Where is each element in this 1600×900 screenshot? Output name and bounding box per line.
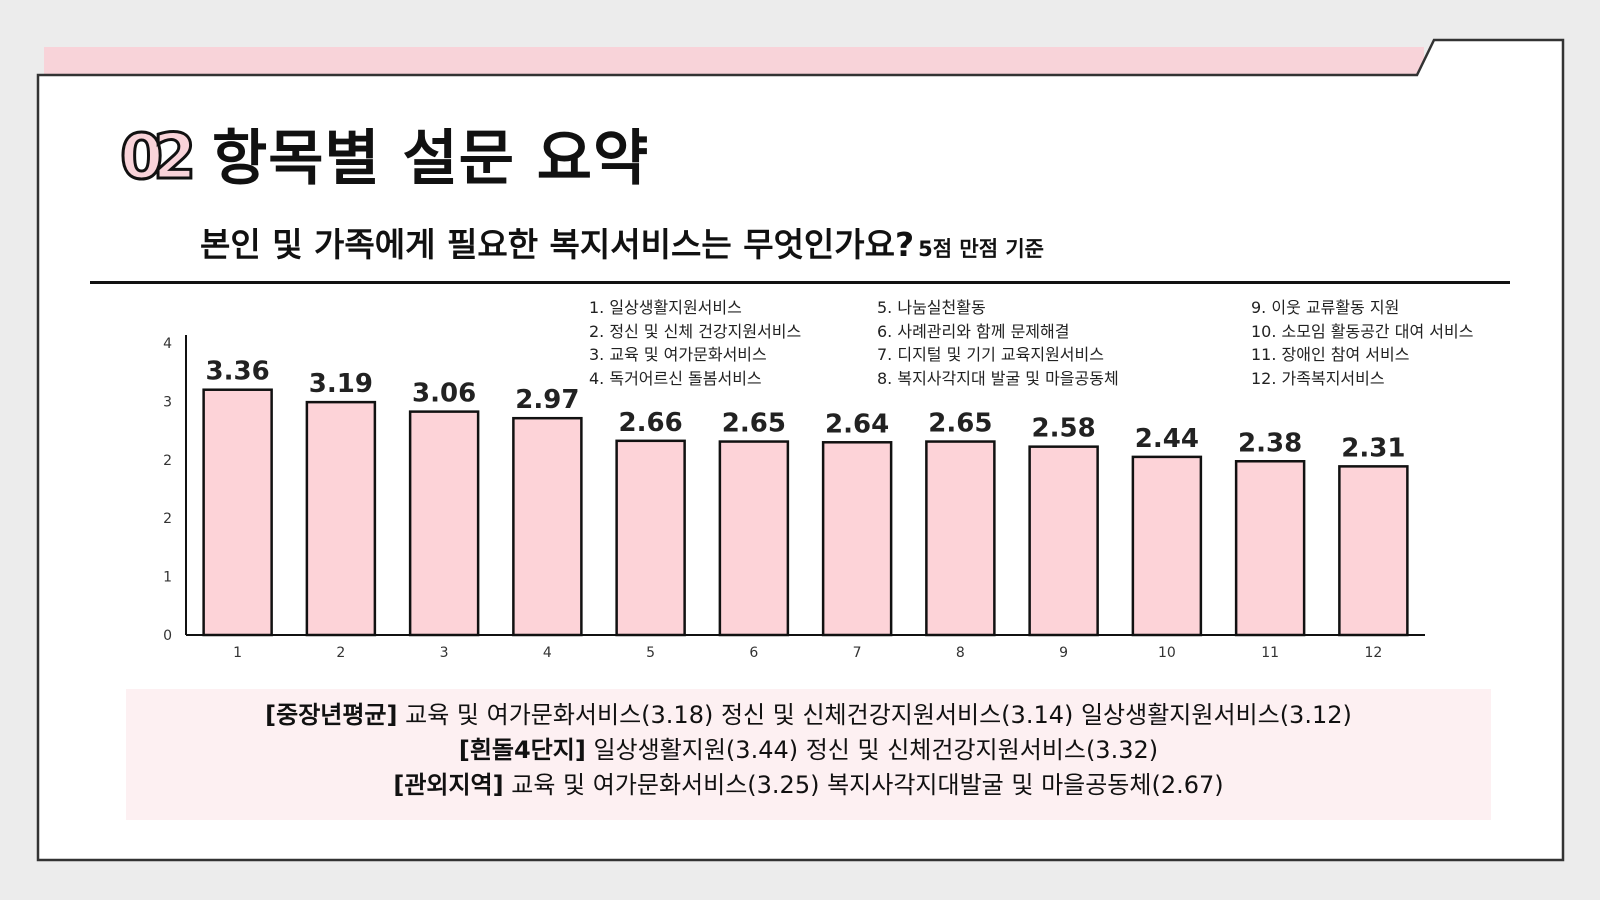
x-tick-label: 1	[233, 645, 242, 661]
x-tick-label: 6	[749, 645, 758, 661]
bar	[925, 440, 996, 637]
legend-item: 7. 디지털 및 기기 교육지원서비스	[877, 345, 1104, 364]
bar	[512, 416, 583, 637]
x-tick-label: 11	[1261, 645, 1279, 661]
x-tick-label: 3	[440, 645, 449, 661]
summary-row: [관외지역] 교육 및 여가문화서비스(3.25) 복지사각지대발굴 및 마을공…	[126, 768, 1491, 803]
pink-header-strip	[44, 47, 1424, 75]
bar	[202, 388, 273, 637]
summary-tag: [관외지역]	[393, 771, 504, 799]
legend-item: 6. 사례관리와 함께 문제해결	[877, 321, 1070, 341]
x-tick-label: 2	[336, 645, 345, 661]
legend-column-1: 1. 일상생활지원서비스 2. 정신 및 신체 건강지원서비스 3. 교육 및 …	[589, 296, 801, 390]
legend-item: 2. 정신 및 신체 건강지원서비스	[589, 321, 802, 341]
y-tick-label: 2	[163, 453, 172, 469]
legend-item: 8. 복지사각지대 발굴 및 마을공동체	[877, 368, 1119, 388]
survey-question: 본인 및 가족에게 필요한 복지서비스는 무엇인가요? 5점 만점 기준	[200, 222, 1044, 272]
question-text: 본인 및 가족에게 필요한 복지서비스는 무엇인가요?	[200, 225, 915, 264]
data-label: 3.06	[412, 379, 476, 409]
legend-column-3: 9. 이웃 교류활동 지원 10. 소모임 활동공간 대여 서비스 11. 장애…	[1251, 296, 1473, 390]
bar	[821, 441, 893, 637]
bar	[615, 439, 686, 637]
summary-text: 일상생활지원(3.44) 정신 및 신체건강지원서비스(3.32)	[585, 736, 1159, 764]
y-tick-label: 2	[163, 511, 172, 527]
data-label: 2.38	[1238, 428, 1302, 458]
page-title: 항목별 설문 요약	[212, 124, 650, 194]
data-label: 2.97	[515, 385, 579, 415]
y-tick-label: 0	[163, 628, 172, 644]
bar	[1028, 445, 1099, 637]
data-label: 3.36	[206, 357, 270, 387]
summary-row: [흰돌4단지] 일상생활지원(3.44) 정신 및 신체건강지원서비스(3.32…	[126, 733, 1491, 768]
data-label: 2.66	[619, 408, 683, 438]
y-tick-label: 4	[163, 336, 172, 352]
bar	[1234, 460, 1306, 637]
bar	[305, 400, 377, 637]
data-label: 2.31	[1341, 433, 1405, 463]
summary-tag: [흰돌4단지]	[458, 736, 586, 764]
x-tick-label: 9	[1059, 645, 1068, 661]
summary-text: 교육 및 여가문화서비스(3.18) 정신 및 신체건강지원서비스(3.14) …	[397, 701, 1352, 729]
data-label: 2.65	[928, 409, 992, 439]
bar-chart: 0122343.3613.1923.0632.9742.6652.6562.64…	[163, 335, 1425, 661]
x-tick-label: 7	[853, 645, 862, 661]
bar	[718, 440, 790, 637]
summary-text: 교육 및 여가문화서비스(3.25) 복지사각지대발굴 및 마을공동체(2.67…	[503, 771, 1224, 799]
legend-item: 11. 장애인 참여 서비스	[1251, 345, 1410, 364]
legend-item: 12. 가족복지서비스	[1251, 368, 1385, 388]
data-label: 2.58	[1032, 414, 1096, 444]
x-tick-label: 10	[1158, 645, 1176, 661]
legend-item: 3. 교육 및 여가문화서비스	[589, 345, 767, 364]
data-label: 2.44	[1135, 424, 1199, 454]
x-tick-label: 12	[1364, 645, 1382, 661]
summary-tag: [중장년평균]	[265, 701, 398, 729]
legend-column-2: 5. 나눔실천활동 6. 사례관리와 함께 문제해결 7. 디지털 및 기기 교…	[877, 296, 1119, 390]
summary-row: [중장년평균] 교육 및 여가문화서비스(3.18) 정신 및 신체건강지원서비…	[126, 698, 1491, 733]
legend-item: 4. 독거어르신 돌봄서비스	[589, 368, 762, 388]
section-number: 02	[118, 120, 197, 193]
data-label: 2.64	[825, 409, 889, 439]
bar	[1131, 455, 1203, 637]
x-tick-label: 8	[956, 645, 965, 661]
divider	[90, 281, 1510, 284]
x-tick-label: 4	[543, 645, 552, 661]
legend-item: 10. 소모임 활동공간 대여 서비스	[1251, 321, 1474, 341]
legend-item: 1. 일상생활지원서비스	[589, 298, 742, 317]
y-tick-label: 3	[163, 394, 172, 410]
data-label: 2.65	[722, 409, 786, 439]
data-label: 3.19	[309, 369, 373, 399]
legend-item: 9. 이웃 교류활동 지원	[1251, 298, 1400, 317]
bar	[1338, 465, 1409, 637]
y-tick-label: 1	[163, 570, 172, 586]
legend-item: 5. 나눔실천활동	[877, 298, 986, 317]
score-basis: 5점 만점 기준	[918, 237, 1044, 261]
summary-box: [중장년평균] 교육 및 여가문화서비스(3.18) 정신 및 신체건강지원서비…	[126, 689, 1491, 820]
content-card	[36, 38, 1565, 862]
x-tick-label: 5	[646, 645, 655, 661]
bar	[408, 410, 480, 637]
